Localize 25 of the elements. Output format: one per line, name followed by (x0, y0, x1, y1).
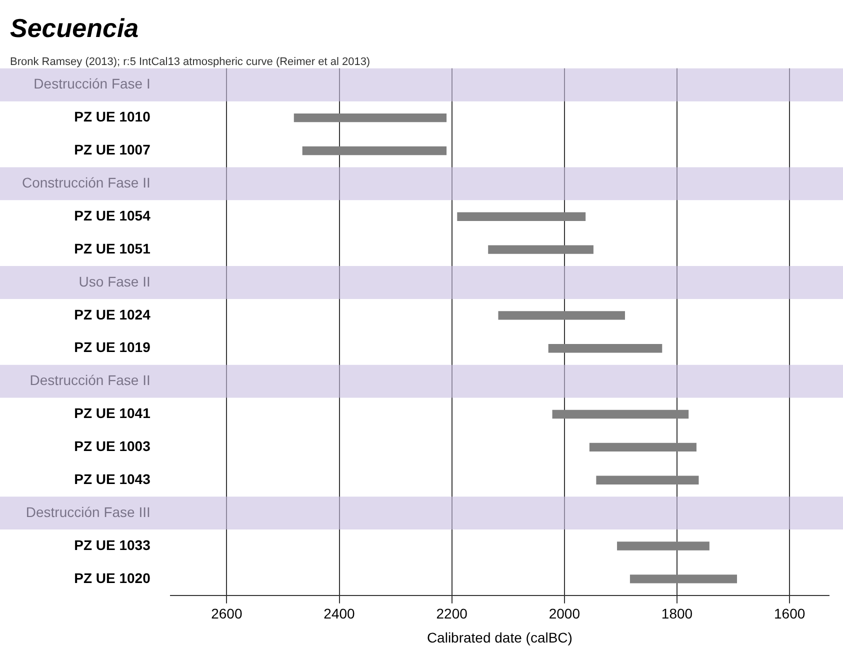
x-tick-label: 1800 (661, 606, 693, 622)
y-tick-label: Uso Fase II (78, 273, 150, 290)
y-tick-label: Destrucción Fase III (26, 504, 150, 520)
x-axis-title: Calibrated date (calBC) (426, 629, 572, 646)
y-tick-label: PZ UE 1020 (74, 570, 151, 586)
y-tick-label: PZ UE 1054 (74, 207, 151, 224)
y-tick-label: PZ UE 1043 (74, 470, 151, 487)
x-tick-label: 2200 (436, 606, 468, 622)
y-tick-label: Construcción Fase II (22, 174, 150, 191)
y-tick-label: PZ UE 1010 (74, 108, 151, 125)
x-tick-label: 2600 (211, 606, 242, 622)
chart-subtitle: Bronk Ramsey (2013); r:5 IntCal13 atmospheric curve (Reimer et al 2013) (10, 56, 370, 68)
y-tick-label: PZ UE 1019 (74, 339, 151, 356)
chart-title: Secuencia (10, 12, 139, 43)
y-tick-label: PZ UE 1051 (74, 240, 151, 256)
y-tick-label: PZ UE 1041 (74, 405, 151, 422)
y-tick-label: Destrucción Fase II (30, 372, 150, 388)
y-tick-label: PZ UE 1007 (74, 142, 151, 158)
x-tick-label: 2400 (324, 606, 356, 622)
y-tick-label: PZ UE 1033 (74, 536, 151, 553)
y-tick-label: PZ UE 1003 (74, 438, 151, 454)
y-tick-label: Destrucción Fase I (34, 76, 150, 92)
x-tick-label: 1600 (774, 606, 806, 622)
x-tick-label: 2000 (548, 606, 580, 622)
y-tick-label: PZ UE 1024 (74, 306, 151, 322)
